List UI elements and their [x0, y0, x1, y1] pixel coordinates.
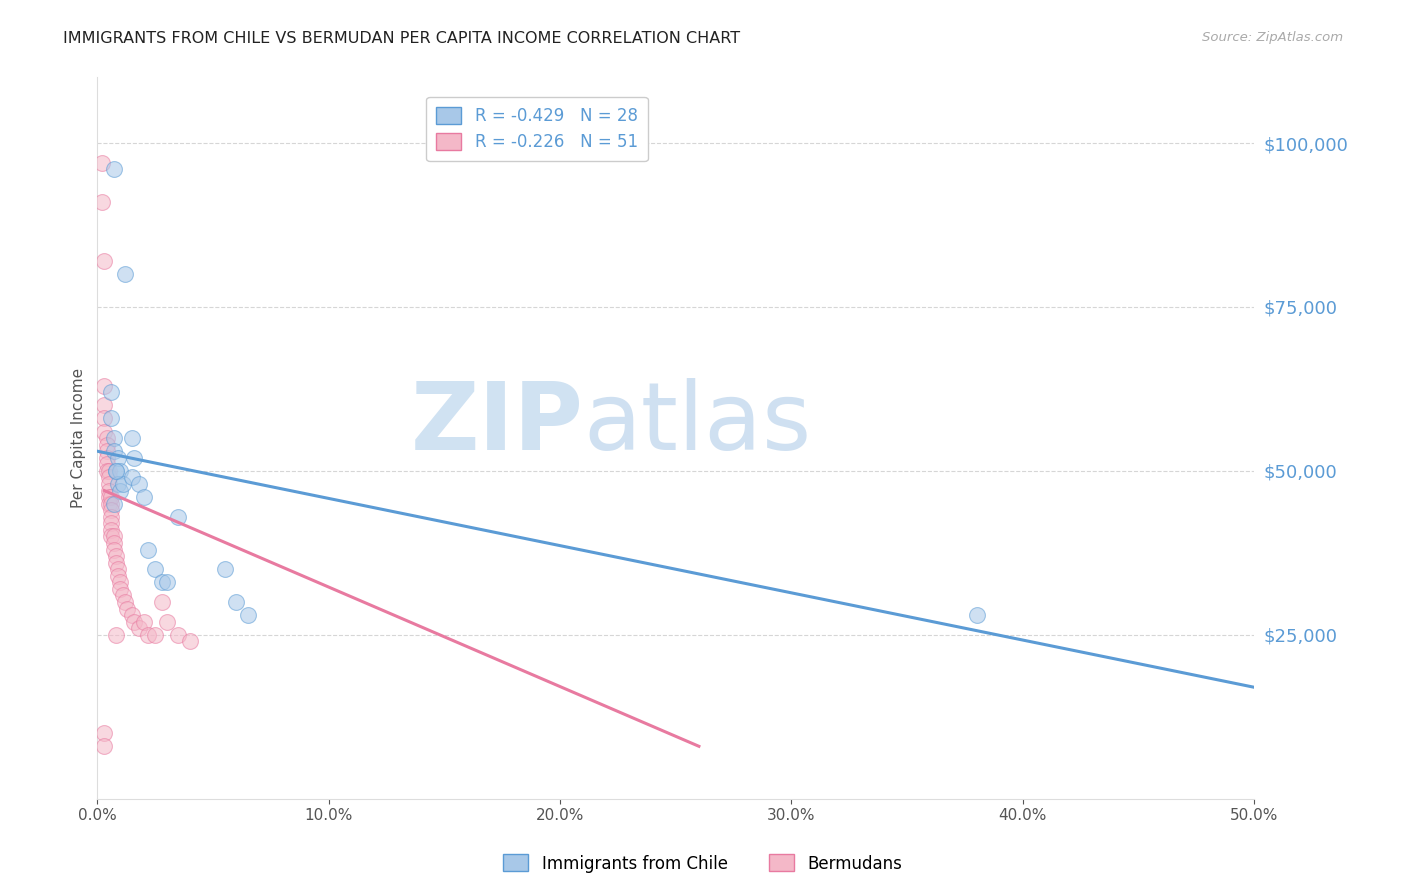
Point — [107, 477, 129, 491]
Point — [143, 628, 166, 642]
Point — [96, 437, 118, 451]
Point — [97, 477, 120, 491]
Point — [132, 615, 155, 629]
Point — [236, 608, 259, 623]
Point — [97, 470, 120, 484]
Point — [100, 385, 122, 400]
Point — [100, 411, 122, 425]
Point — [93, 726, 115, 740]
Point — [117, 601, 139, 615]
Text: atlas: atlas — [583, 377, 811, 470]
Point — [104, 556, 127, 570]
Point — [110, 464, 132, 478]
Point — [104, 464, 127, 478]
Text: ZIP: ZIP — [411, 377, 583, 470]
Point — [150, 595, 173, 609]
Point — [107, 450, 129, 465]
Point — [103, 497, 125, 511]
Point — [110, 483, 132, 498]
Point — [93, 425, 115, 439]
Point — [93, 254, 115, 268]
Point — [111, 589, 134, 603]
Point — [100, 529, 122, 543]
Point — [96, 458, 118, 472]
Point — [97, 464, 120, 478]
Point — [96, 444, 118, 458]
Legend: R = -0.429   N = 28, R = -0.226   N = 51: R = -0.429 N = 28, R = -0.226 N = 51 — [426, 96, 648, 161]
Point — [96, 431, 118, 445]
Point — [100, 516, 122, 531]
Point — [103, 542, 125, 557]
Point — [111, 477, 134, 491]
Point — [136, 628, 159, 642]
Point — [100, 509, 122, 524]
Point — [100, 497, 122, 511]
Point — [104, 628, 127, 642]
Point — [128, 477, 150, 491]
Point — [91, 194, 114, 209]
Point — [150, 575, 173, 590]
Point — [110, 582, 132, 596]
Y-axis label: Per Capita Income: Per Capita Income — [72, 368, 86, 508]
Text: Source: ZipAtlas.com: Source: ZipAtlas.com — [1202, 31, 1343, 45]
Point — [132, 490, 155, 504]
Point — [966, 608, 988, 623]
Point — [214, 562, 236, 576]
Point — [107, 562, 129, 576]
Point — [156, 615, 179, 629]
Point — [93, 378, 115, 392]
Point — [103, 162, 125, 177]
Point — [93, 398, 115, 412]
Point — [96, 450, 118, 465]
Point — [136, 542, 159, 557]
Point — [103, 431, 125, 445]
Point — [179, 634, 201, 648]
Point — [167, 628, 190, 642]
Point — [121, 431, 143, 445]
Point — [124, 615, 146, 629]
Point — [93, 739, 115, 754]
Point — [97, 497, 120, 511]
Point — [124, 450, 146, 465]
Point — [121, 470, 143, 484]
Point — [103, 529, 125, 543]
Point — [100, 490, 122, 504]
Point — [104, 464, 127, 478]
Point — [225, 595, 247, 609]
Point — [128, 621, 150, 635]
Point — [93, 411, 115, 425]
Point — [110, 575, 132, 590]
Point — [114, 595, 136, 609]
Point — [96, 464, 118, 478]
Point — [103, 536, 125, 550]
Text: IMMIGRANTS FROM CHILE VS BERMUDAN PER CAPITA INCOME CORRELATION CHART: IMMIGRANTS FROM CHILE VS BERMUDAN PER CA… — [63, 31, 741, 46]
Legend: Immigrants from Chile, Bermudans: Immigrants from Chile, Bermudans — [496, 847, 910, 880]
Point — [143, 562, 166, 576]
Point — [107, 569, 129, 583]
Point — [114, 267, 136, 281]
Point — [156, 575, 179, 590]
Point — [167, 509, 190, 524]
Point — [104, 549, 127, 563]
Point — [121, 608, 143, 623]
Point — [100, 523, 122, 537]
Point — [103, 444, 125, 458]
Point — [97, 483, 120, 498]
Point — [97, 490, 120, 504]
Point — [100, 503, 122, 517]
Point — [91, 155, 114, 169]
